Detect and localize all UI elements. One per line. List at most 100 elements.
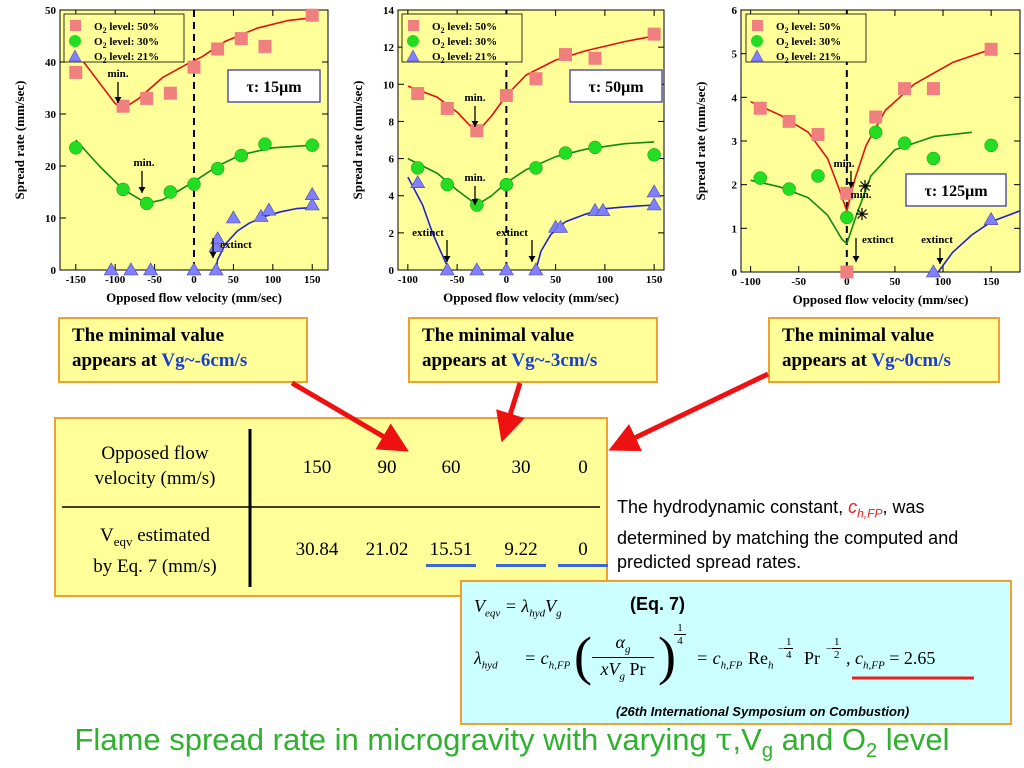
- data-point-square: [305, 8, 319, 22]
- data-point-circle: [558, 146, 573, 160]
- legend-label: O2 level: 50%: [94, 21, 159, 35]
- legend-box: [401, 13, 523, 63]
- data-point-circle: [440, 177, 455, 192]
- legend-label-sub: 2: [785, 26, 789, 35]
- legend-label-sub: 2: [441, 41, 445, 50]
- legend-label-sub: 2: [103, 56, 107, 65]
- callout-line1: The minimal value: [72, 325, 225, 346]
- data-point-triangle: [595, 202, 611, 216]
- annotation-label: min.: [464, 92, 485, 104]
- series-curve: [407, 176, 450, 271]
- data-point-triangle: [469, 262, 485, 276]
- data-point-circle: [868, 125, 883, 140]
- callout-line1: The minimal value: [422, 325, 575, 346]
- y-tick-label: 5: [732, 49, 738, 61]
- legend-label-sub: 2: [441, 26, 445, 35]
- chart-tau-50: -100 -50 0 50 100 150 0 2 4 6 8 10 12 14 Opposed flow …: [340, 0, 670, 310]
- data-point-circle: [840, 210, 854, 225]
- eq2-frac-den-tail: Pr: [624, 658, 646, 679]
- equation-box: Veqv = λhydVg (Eq. 7) λhyd = ch,FP ( αg …: [460, 580, 1012, 725]
- equation-line1: Veqv = λhydVg: [474, 596, 562, 620]
- eq2-re-exp-den: 4: [785, 649, 792, 661]
- data-point-square: [116, 99, 130, 113]
- callout-prefix: appears at: [72, 350, 162, 371]
- veqv-underline: [558, 564, 608, 567]
- table-rules: [62, 429, 600, 587]
- title-tau: τ: [715, 722, 733, 758]
- y-tick-label: 2: [732, 180, 738, 192]
- legend-marker-triangle: [406, 49, 420, 62]
- data-point-square: [840, 265, 854, 279]
- annotation-arrowhead: [138, 187, 146, 193]
- eq2-frac-den-sym: xV: [600, 658, 620, 679]
- data-point-triangle: [123, 262, 139, 276]
- x-tick-label: 50: [228, 274, 240, 286]
- legend-label-part: O: [432, 51, 441, 63]
- legend-box: [63, 13, 185, 63]
- legend-label-part: level: 30%: [445, 36, 498, 48]
- legend-label-part: level: 30%: [107, 36, 160, 48]
- data-point-triangle: [498, 262, 514, 276]
- x-tick-label: 50: [550, 274, 562, 286]
- tau-box: [227, 69, 321, 103]
- legend-marker-triangle: [68, 49, 82, 62]
- row-header-veqv: Veqv estimated by Eq. 7 (mm/s): [62, 523, 248, 579]
- eq1-rhs2-sub: g: [556, 607, 562, 620]
- legend-marker-square: [752, 20, 763, 31]
- data-point-circle: [163, 185, 178, 199]
- annotation-arrowhead: [847, 182, 855, 188]
- data-point-circle: [984, 138, 998, 153]
- x-tick-label: 150: [646, 274, 663, 286]
- legend-marker-circle: [407, 35, 419, 47]
- series-curve: [535, 204, 655, 271]
- annotation-arrowhead: [471, 121, 479, 127]
- data-point-triangle: [410, 175, 426, 189]
- x-tick-label: -50: [147, 274, 162, 286]
- callout-vg-value: Vg~-6cm/s: [161, 350, 248, 371]
- chart-tau-125-svg: -100 -50 0 50 100 150 0 1 2 3 4 5 6 Opposed flow velo…: [693, 5, 1021, 307]
- eq2-pr-exponent: − 1 2: [826, 636, 842, 661]
- veqv-underline: [426, 564, 476, 567]
- data-point-square: [782, 114, 796, 128]
- eq2-re-exp-frac: 1 4: [784, 636, 794, 661]
- y-tick-label: 0: [51, 265, 57, 277]
- legend-marker-square: [408, 20, 419, 31]
- velocity-cell: 150: [302, 457, 332, 478]
- legend-label-part: level: 30%: [789, 36, 842, 48]
- x-tick-label: 100: [265, 274, 282, 286]
- data-point-triangle: [186, 262, 202, 276]
- callout-line2: appears at Vg~-6cm/s: [72, 348, 294, 373]
- callout-line1: The minimal value: [782, 325, 935, 346]
- chart-tau-50-svg: -100 -50 0 50 100 150 0 2 4 6 8 10 12 14 Opposed flow …: [350, 5, 665, 305]
- y-axis-label: Spread rate (mm/sec): [693, 82, 708, 201]
- data-point-circle: [210, 161, 225, 176]
- eq1-rhs2: V: [545, 596, 557, 616]
- data-point-square: [588, 51, 602, 65]
- data-point-circle: [588, 140, 602, 155]
- eq2-frac-den: xVg Pr: [592, 659, 654, 683]
- legend-label-part: O: [432, 36, 441, 48]
- annotation-label: min.: [833, 158, 854, 170]
- legend-label-sub: 2: [441, 56, 445, 65]
- legend-label-part: level: 50%: [445, 21, 498, 33]
- annotation-arrowhead: [209, 252, 217, 258]
- legend-marker-circle: [751, 35, 763, 47]
- eq2-pr-exp-num: 1: [833, 636, 840, 648]
- callout-line2: appears at Vg~0cm/s: [782, 348, 986, 373]
- y-tick-label: 50: [45, 5, 57, 17]
- eq2-exp-den: 4: [677, 635, 683, 647]
- data-point-square: [470, 124, 484, 138]
- legend-label-sub: 2: [103, 41, 107, 50]
- data-point-square: [529, 72, 543, 86]
- annotation-arrowhead: [528, 256, 536, 262]
- equation-label: (Eq. 7): [630, 594, 686, 614]
- asterisk-marker: [859, 180, 871, 192]
- tau-box: [905, 173, 1007, 207]
- data-point-square: [163, 86, 177, 100]
- row-header-velocity-line2: velocity (mm/s): [94, 468, 216, 489]
- data-point-square: [258, 39, 272, 53]
- veqv-cell: 30.84: [295, 539, 339, 560]
- callout-prefix: appears at: [782, 350, 872, 371]
- callout-vg-value: Vg~-3cm/s: [511, 350, 598, 371]
- data-point-square: [234, 32, 248, 46]
